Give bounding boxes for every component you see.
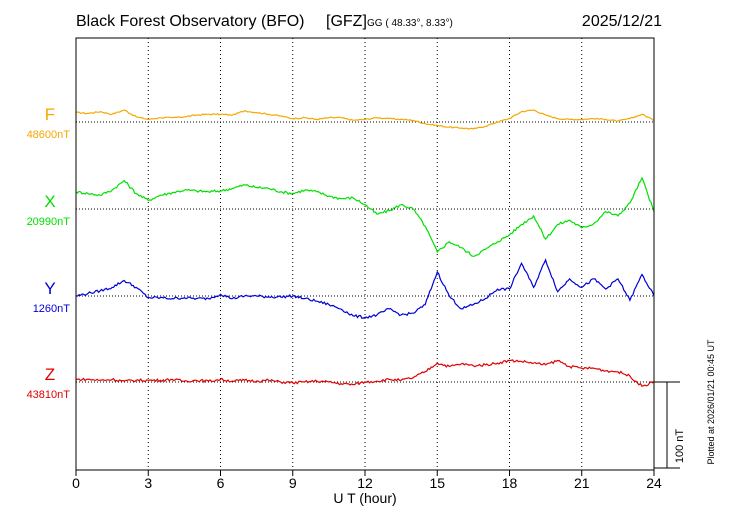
- x-tick-label-24: 24: [646, 475, 662, 491]
- station-coordinates: GG ( 48.33°, 8.33°): [367, 18, 453, 29]
- agency-label: [GFZ]: [326, 13, 367, 30]
- component-label-Y: Y: [44, 279, 55, 298]
- x-tick-label-0: 0: [72, 475, 80, 491]
- x-tick-label-15: 15: [429, 475, 445, 491]
- station-title: Black Forest Observatory (BFO): [76, 13, 305, 30]
- x-axis-ticks: 0 3 6 9 12 15 18 21 24: [72, 470, 662, 491]
- scale-bar-label: 100 nT: [674, 429, 686, 464]
- component-labels: F 48600nT X 20990nT Y 1260nT Z 43810nT: [27, 105, 71, 401]
- component-label-F: F: [45, 105, 55, 124]
- component-label-X: X: [44, 192, 55, 211]
- x-tick-label-9: 9: [289, 475, 297, 491]
- x-tick-label-3: 3: [144, 475, 152, 491]
- plotted-at-note: Plotted at 2026/01/21 00:45 UT: [706, 339, 716, 465]
- series-line-F: [75, 109, 655, 130]
- baseline-value-Z: 43810nT: [27, 389, 71, 401]
- series-traces: [75, 109, 655, 388]
- baseline-value-X: 20990nT: [27, 216, 71, 228]
- series-line-X: [75, 176, 655, 257]
- x-tick-label-21: 21: [574, 475, 590, 491]
- x-tick-label-18: 18: [502, 475, 518, 491]
- series-line-Y: [76, 258, 655, 319]
- series-line-Z: [75, 359, 655, 388]
- x-tick-label-12: 12: [357, 475, 373, 491]
- baseline-value-F: 48600nT: [27, 129, 71, 141]
- baseline-value-Y: 1260nT: [33, 303, 71, 315]
- x-axis-label: U T (hour): [333, 490, 396, 506]
- component-label-Z: Z: [45, 365, 55, 384]
- plot-date: 2025/12/21: [582, 13, 662, 30]
- x-tick-label-6: 6: [217, 475, 225, 491]
- grid-lines: [147, 38, 583, 470]
- scale-bar: [654, 381, 680, 469]
